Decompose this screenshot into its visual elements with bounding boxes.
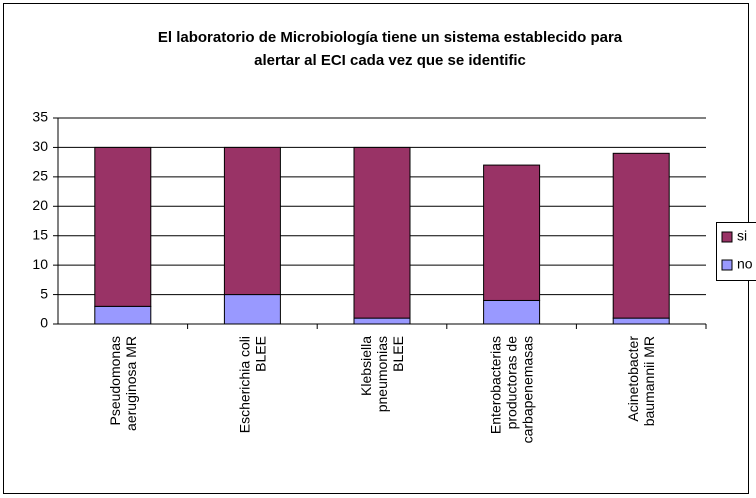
y-tick-label: 10 [32, 256, 48, 272]
y-tick-label: 25 [32, 168, 48, 184]
y-tick-label: 35 [32, 109, 48, 125]
bar-segment [353, 317, 411, 325]
bar-segment [612, 152, 670, 319]
bar-segment [94, 305, 152, 325]
y-tick-label: 5 [40, 285, 48, 301]
x-tick-label: Klebsiella pneumonias BLEE [358, 336, 406, 413]
bar-segment [223, 146, 281, 296]
y-tick-label: 20 [32, 197, 48, 213]
y-tick-label: 15 [32, 226, 48, 242]
bar-segment [353, 146, 411, 319]
bar-segment [483, 164, 541, 301]
bar-segment [483, 299, 541, 325]
bar-segment [94, 146, 152, 307]
x-tick-label: Pseudomonas aeruginosa MR [106, 336, 139, 431]
bar-segment [223, 294, 281, 325]
legend-swatch [721, 231, 733, 243]
x-tick-label: Enterobacterias productoras de carbapene… [487, 336, 536, 444]
x-tick-label: Acinetobacter baumannii MR [625, 336, 658, 427]
x-tick-label: Escherichia coli BLEE [236, 336, 269, 434]
chart-title: El laboratorio de Microbiología tiene un… [157, 29, 623, 69]
legend-label: si [737, 228, 747, 244]
y-tick-label: 30 [32, 138, 48, 154]
legend-swatch [721, 259, 733, 271]
bar-segment [612, 317, 670, 325]
y-tick-label: 0 [40, 315, 48, 331]
legend-label: no [737, 256, 753, 272]
